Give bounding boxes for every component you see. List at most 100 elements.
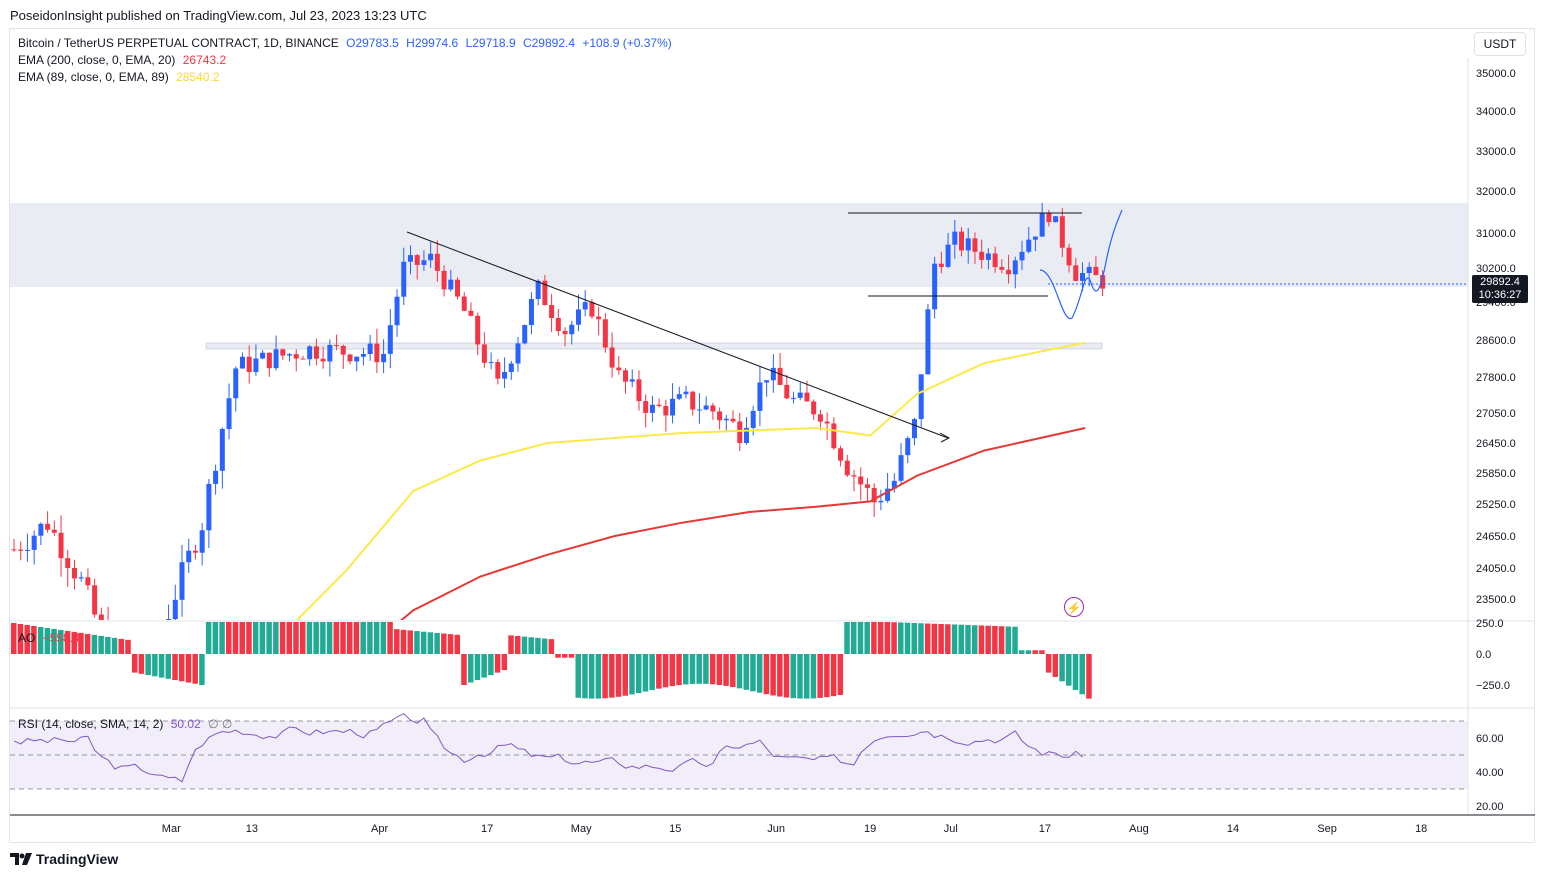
candle-body — [508, 363, 514, 372]
ao-bar — [924, 623, 931, 654]
ao-bar — [286, 622, 293, 654]
candle-body — [1053, 216, 1059, 223]
candle-body — [1100, 275, 1106, 289]
candle-body — [602, 319, 608, 348]
candle-body — [905, 438, 911, 456]
candle-body — [159, 631, 164, 648]
candle-body — [340, 345, 346, 355]
ao-bar — [508, 635, 514, 654]
candle-body — [864, 484, 870, 488]
candle-body — [575, 309, 581, 325]
time-tick-label: Sep — [1317, 823, 1337, 835]
candle-body — [965, 238, 971, 251]
ema200-legend[interactable]: EMA (200, close, 0, EMA, 20) 26743.2 — [18, 53, 230, 67]
ao-bar — [31, 625, 37, 654]
candle-body — [871, 487, 877, 503]
candle-body — [985, 253, 991, 260]
time-tick-label: 15 — [669, 823, 681, 835]
ao-bar — [51, 628, 57, 654]
symbol-name[interactable]: Bitcoin / TetherUS PERPETUAL CONTRACT, 1… — [18, 36, 339, 50]
last-price: 29892.4 — [1480, 276, 1520, 288]
candle-body — [663, 406, 669, 416]
ao-bar — [1039, 650, 1045, 654]
candle-body — [898, 455, 904, 481]
ema89-legend[interactable]: EMA (89, close, 0, EMA, 89) 28540.2 — [18, 70, 223, 84]
candle-body — [172, 599, 178, 620]
ao-bar — [98, 635, 104, 654]
candle-body — [421, 260, 427, 265]
ao-bar — [871, 622, 877, 654]
ao-bar — [945, 624, 951, 654]
ao-bar — [750, 654, 756, 692]
ao-bar — [609, 654, 615, 698]
trendline — [406, 231, 949, 439]
candle-body — [717, 411, 723, 421]
candle-body — [817, 414, 823, 422]
candle-body — [992, 253, 998, 268]
ao-tick-label: 0.0 — [1476, 649, 1491, 661]
ao-bar — [830, 654, 837, 697]
candle-body — [1093, 266, 1099, 276]
ao-bar — [78, 632, 84, 654]
candle-body — [468, 310, 474, 316]
rsi-extra: ∅ ∅ — [208, 717, 233, 731]
candle-body — [260, 352, 266, 359]
candle-body — [367, 343, 373, 355]
ao-bar — [615, 654, 622, 697]
candle-body — [31, 535, 37, 550]
candle-body — [562, 330, 568, 335]
ao-bar — [488, 654, 494, 676]
candle-body — [199, 530, 205, 553]
candle-body — [293, 354, 299, 359]
ao-bar — [1066, 654, 1072, 686]
ao-bar — [1059, 654, 1065, 682]
candle-body — [750, 410, 756, 428]
ao-bar — [541, 638, 548, 654]
ao-bar — [884, 622, 891, 654]
ao-bar — [736, 654, 743, 689]
tradingview-logo[interactable]: TradingView — [10, 851, 118, 867]
ao-bar — [347, 622, 353, 654]
candle-body — [1039, 212, 1045, 237]
ao-bar — [259, 622, 266, 654]
ao-bar — [595, 654, 602, 699]
ao-bar — [420, 631, 427, 654]
ao-bar — [105, 636, 111, 654]
candle-body — [911, 419, 917, 439]
ao-bar — [582, 654, 588, 699]
ao-bar — [125, 639, 131, 654]
candle-body — [1046, 212, 1052, 223]
candle-body — [280, 349, 286, 356]
candle-body — [461, 296, 467, 311]
ema200-value: 26743.2 — [182, 53, 227, 67]
ema89-value: 28540.2 — [176, 70, 220, 84]
ao-bar — [252, 622, 259, 654]
candle-body — [213, 470, 219, 484]
tradingview-logo-icon — [10, 853, 32, 865]
support-zone — [205, 342, 1103, 350]
currency-button[interactable]: USDT — [1474, 32, 1526, 56]
price-tick-label: 23500.0 — [1476, 594, 1516, 606]
ohlc-high: H29974.6 — [406, 36, 459, 50]
candle-body — [891, 480, 897, 489]
candle-body — [952, 231, 958, 245]
candle-body — [334, 344, 340, 346]
ao-bar — [71, 631, 77, 654]
candle-body — [192, 550, 198, 553]
ao-legend[interactable]: AO −558.4 — [18, 631, 84, 645]
ao-bar — [622, 654, 629, 696]
ao-bar — [152, 654, 158, 677]
rsi-label: RSI (14, close, SMA, 14, 2) — [18, 717, 164, 731]
lightning-icon[interactable]: ⚡ — [1064, 597, 1084, 617]
candle-body — [582, 302, 588, 310]
rsi-legend[interactable]: RSI (14, close, SMA, 14, 2) 50.02 ∅ ∅ — [18, 717, 236, 731]
ao-bar — [1019, 650, 1025, 654]
ao-bar — [918, 623, 924, 654]
time-tick-label: 13 — [246, 823, 258, 835]
time-tick-label: Apr — [371, 823, 388, 835]
ao-bar — [64, 630, 71, 654]
ema89-line — [295, 341, 1086, 620]
candle-body — [18, 549, 24, 551]
candle-body — [394, 296, 400, 326]
